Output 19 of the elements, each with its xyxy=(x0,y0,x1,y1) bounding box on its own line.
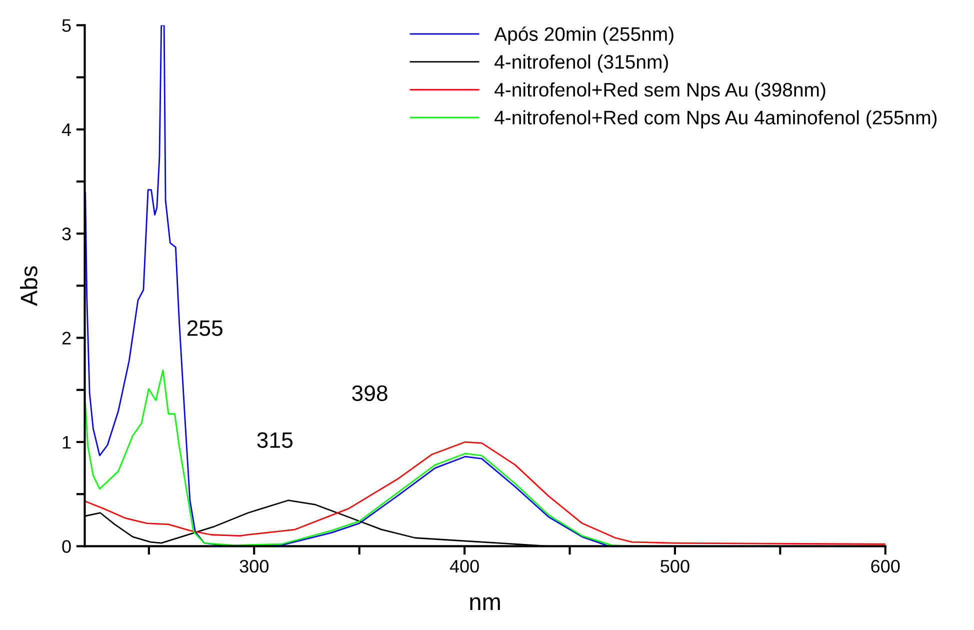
y-tick-label: 0 xyxy=(62,540,71,553)
y-tick-label: 4 xyxy=(62,124,72,136)
y-tick-label: 1 xyxy=(62,436,71,449)
x-tick-label: 300 xyxy=(240,560,268,573)
x-tick-label: 600 xyxy=(871,560,900,573)
legend-label: 4-nitrofenol+Red com Nps Au 4aminofenol (255nm) xyxy=(494,110,937,128)
y-axis-title: Abs xyxy=(20,266,38,306)
x-tick-label: 500 xyxy=(660,560,690,573)
annotation: 398 xyxy=(352,385,388,402)
x-axis-title: nm xyxy=(470,597,500,610)
annotation: 255 xyxy=(187,320,222,336)
annotation: 315 xyxy=(257,432,292,448)
x-tick-label: 400 xyxy=(450,560,479,573)
legend-label: Após 20min (255nm) xyxy=(494,26,674,45)
legend-label: 4-nitrofenol (315nm) xyxy=(494,54,668,73)
legend-label: 4-nitrofenol+Red sem Nps Au (398nm) xyxy=(494,82,826,100)
y-tick-label: 3 xyxy=(62,228,71,240)
y-tick-label: 2 xyxy=(62,332,71,344)
y-tick-label: 5 xyxy=(62,19,71,32)
